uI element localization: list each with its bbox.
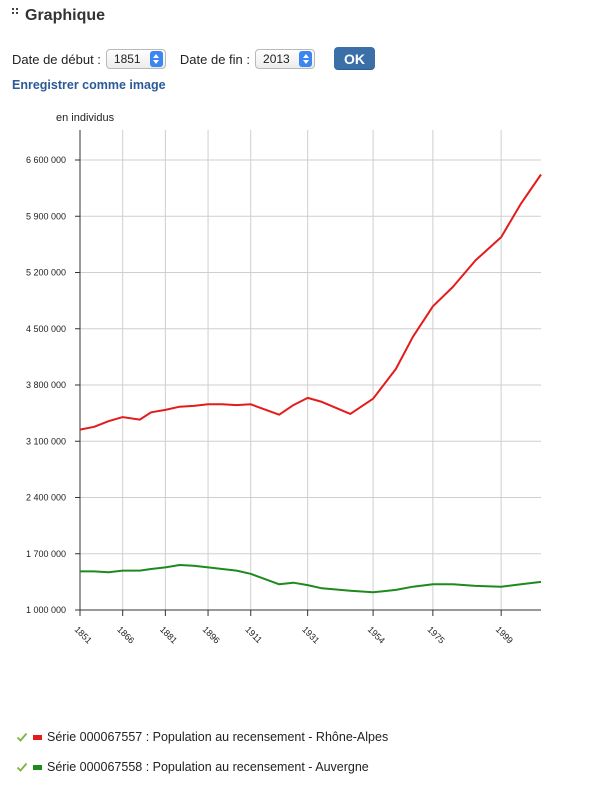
y-tick-label: 2 400 000 [26,493,66,503]
legend-swatch [33,734,42,740]
legend-item-rhone-alpes[interactable]: Série 000067557 : Population au recensem… [16,727,388,747]
x-tick-label: 1999 [494,624,515,645]
series-line-auvergne [80,564,542,594]
x-tick-label: 1931 [300,624,321,645]
end-date-value: 2013 [263,52,290,66]
y-tick-label: 5 900 000 [26,211,66,221]
ok-button[interactable]: OK [334,47,375,70]
start-date-label: Date de début : [12,51,101,67]
checkmark-icon [16,762,28,772]
save-as-image-link[interactable]: Enregistrer comme image [12,78,166,92]
section-header: Graphique [12,5,105,27]
x-tick-label: 1954 [366,624,387,645]
y-tick-label: 1 700 000 [26,549,66,559]
x-tick-label: 1866 [115,624,136,645]
series-line-rhone-alpes [79,173,542,431]
start-date-value: 1851 [113,52,141,66]
y-tick-label: 6 600 000 [26,155,66,165]
start-date-select[interactable]: 1851 [105,49,166,69]
x-tick-label: 1975 [425,624,446,645]
end-date-label: Date de fin : [179,51,251,67]
select-arrows-icon [149,51,163,67]
y-tick-label: 3 800 000 [26,380,66,390]
legend: Série 000067557 : Population au recensem… [16,727,388,787]
legend-item-auvergne[interactable]: Série 000067558 : Population au recensem… [16,757,388,777]
x-tick-label: 1851 [73,624,94,645]
drag-handle-icon [12,8,20,18]
x-tick-label: 1881 [158,624,179,645]
end-date-select[interactable]: 2013 [255,49,316,69]
x-tick-label: 1911 [243,624,264,645]
x-tick-label: 1896 [201,624,222,645]
y-tick-label: 1 000 000 [26,605,66,615]
y-tick-label: 4 500 000 [26,324,66,334]
y-tick-label: 3 100 000 [26,436,66,446]
date-range-controls: Date de début : 1851 Date de fin : 2013 [12,48,316,70]
y-axis-label: en individus [56,112,115,124]
checkmark-icon [16,732,28,742]
legend-swatch [33,764,42,770]
select-arrows-icon [299,51,313,67]
y-tick-label: 5 200 000 [26,268,66,278]
population-line-chart: en individus 1 000 000 1 700 000 2 400 000 3… [26,112,542,646]
legend-label: Série 000067558 : Population au recensem… [47,760,369,774]
section-title: Graphique [25,7,106,24]
legend-label: Série 000067557 : Population au recensem… [47,730,389,744]
